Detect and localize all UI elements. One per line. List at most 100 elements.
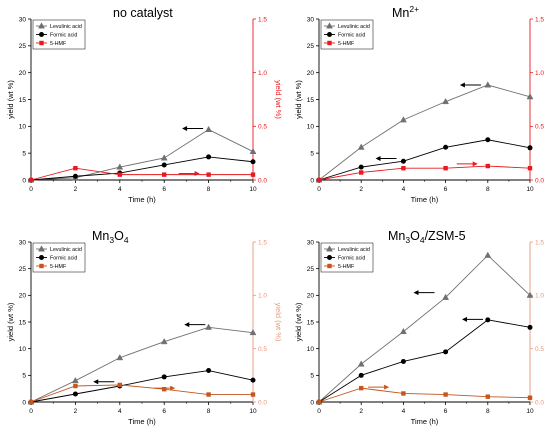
y-tick-label: 20 [19, 293, 27, 300]
data-point [206, 172, 211, 177]
data-point [162, 172, 167, 177]
data-point [116, 354, 124, 361]
data-point [117, 382, 122, 388]
data-point [485, 394, 490, 399]
data-point [526, 93, 534, 100]
data-point [250, 377, 256, 383]
y-axis-title: yield (wt %) [6, 302, 15, 341]
x-tick-label: 0 [29, 408, 33, 415]
legend-marker [327, 263, 332, 269]
y-tick-label: 25 [307, 266, 315, 273]
x-tick-label: 2 [359, 186, 363, 193]
legend-marker [39, 40, 44, 46]
y2-tick-label: 0.0 [535, 399, 544, 406]
y2-tick-label: 0.0 [535, 177, 544, 184]
y-tick-label: 0 [310, 399, 314, 406]
legend-marker [326, 22, 333, 29]
title-part: no catalyst [113, 6, 173, 20]
legend-label: Levulinic acid [50, 24, 82, 30]
arrow-head [459, 82, 465, 88]
title-part: Mn [392, 6, 409, 20]
data-point [205, 323, 213, 330]
x-tick-label: 8 [486, 408, 490, 415]
data-point [399, 327, 407, 335]
data-point [117, 172, 122, 177]
chart-panel-2: 0 2 4 6 8 10 0 5 10 15 20 25 30 0.0 0.5 1.0 1.5 Time (h) y… [294, 4, 544, 204]
data-point [443, 165, 448, 171]
y2-tick-label: 0.0 [258, 177, 267, 184]
x-tick-label: 0 [317, 408, 321, 415]
series-line-3 [30, 167, 253, 181]
data-point [443, 392, 448, 397]
x-tick-label: 6 [444, 186, 448, 193]
legend-label: Levulinic acid [50, 247, 82, 253]
data-point [401, 391, 406, 396]
data-point [161, 374, 167, 380]
series-line-3 [318, 387, 531, 403]
x-tick-label: 0 [317, 186, 321, 193]
arrow-head [375, 156, 381, 162]
series-line-1 [30, 326, 254, 403]
y-tick-label: 5 [310, 373, 314, 380]
y-tick-label: 25 [307, 43, 315, 50]
legend-label: 5-HMF [50, 264, 67, 270]
y-tick-label: 5 [22, 150, 26, 157]
y-tick-label: 25 [19, 266, 27, 273]
data-point [443, 349, 449, 355]
x-tick-label: 8 [207, 186, 211, 193]
x-tick-label: 0 [29, 186, 33, 193]
data-point [485, 317, 491, 323]
data-point [443, 144, 449, 150]
y-tick-label: 0 [22, 177, 26, 184]
data-point [28, 399, 34, 405]
panel-title: Mn2+ [392, 4, 419, 20]
x-tick-label: 8 [207, 408, 211, 415]
y2-tick-label: 1.0 [258, 293, 267, 300]
y2-tick-label: 0.5 [258, 124, 267, 131]
y-tick-label: 20 [307, 293, 315, 300]
data-point [250, 172, 256, 177]
y-tick-label: 10 [307, 124, 315, 131]
x-tick-label: 6 [444, 408, 448, 415]
series-line-1 [318, 84, 531, 181]
data-point [527, 165, 533, 171]
data-point [359, 385, 364, 391]
data-point [357, 143, 365, 150]
title-part: 4 [420, 235, 425, 245]
panel-title: Mn3O4/ZSM-5 [388, 229, 466, 245]
legend-label: 5-HMF [50, 41, 67, 47]
y-axis-title: yield (wt %) [294, 302, 303, 341]
data-point [161, 162, 167, 168]
data-point [250, 392, 256, 397]
data-point [206, 154, 212, 160]
data-point [359, 170, 364, 175]
series-line-3 [30, 384, 253, 403]
data-point [527, 324, 533, 330]
series-line-3 [318, 165, 531, 181]
y-tick-label: 10 [19, 124, 27, 131]
data-point [485, 137, 491, 143]
y-tick-label: 15 [307, 319, 315, 326]
data-point [442, 293, 450, 300]
chart-panel-4: 0 2 4 6 8 10 0 5 10 15 20 25 30 0.0 0.5 1.0 1.5 Time (h) y… [294, 229, 544, 426]
y2-axis-title: yield (wt %) [274, 303, 283, 342]
y-tick-label: 15 [19, 97, 27, 104]
x-tick-label: 6 [162, 186, 166, 193]
title-part: O [114, 229, 124, 243]
data-point [160, 338, 168, 345]
y-axis-title: yield (wt %) [294, 80, 303, 119]
data-point [357, 360, 365, 367]
data-point [28, 177, 34, 183]
data-point [399, 116, 407, 123]
data-point [162, 387, 167, 392]
y-tick-label: 30 [19, 16, 27, 23]
series-line-2 [318, 139, 531, 181]
y2-tick-label: 1.0 [258, 70, 267, 77]
data-point [116, 163, 124, 170]
legend-marker [39, 32, 44, 37]
y-tick-label: 5 [22, 373, 26, 380]
x-axis-title: Time (h) [128, 417, 156, 426]
data-point [72, 173, 78, 179]
data-point [485, 163, 490, 169]
